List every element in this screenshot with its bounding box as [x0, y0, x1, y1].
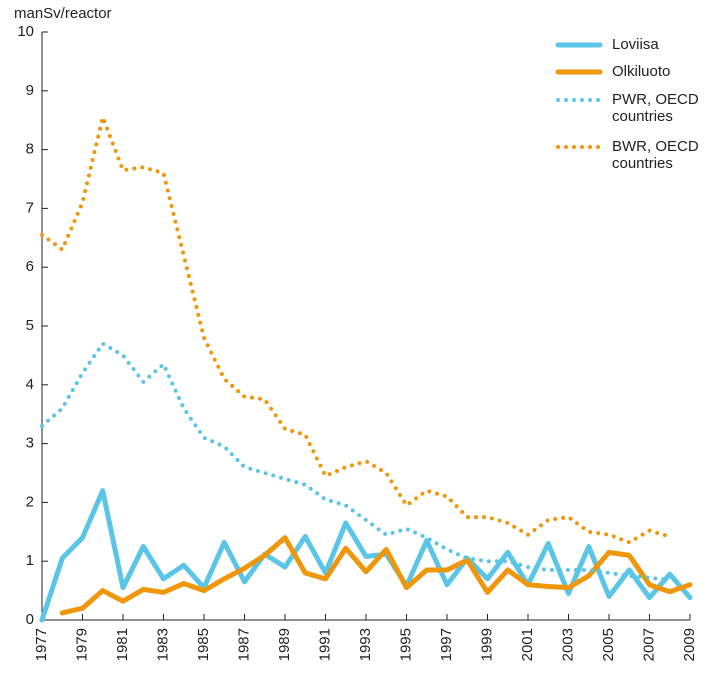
y-tick-label: 8: [26, 141, 34, 158]
line-series: [59, 535, 693, 616]
legend-label: BWR, OECD countries: [612, 138, 699, 172]
x-tick-label: 1995: [397, 628, 414, 661]
x-tick-label: 1977: [33, 628, 50, 661]
x-tick-label: 1985: [195, 628, 212, 661]
x-tick-label: 1979: [73, 628, 90, 661]
x-tick-label: 2003: [559, 628, 576, 661]
line-series: [40, 115, 672, 545]
x-tick-label: 1983: [154, 628, 171, 661]
x-tick-label: 2001: [519, 628, 536, 661]
y-tick-label: 3: [26, 435, 34, 452]
y-tick-label: 9: [26, 82, 34, 99]
y-tick-label: 10: [17, 23, 34, 40]
x-tick-label: 2007: [640, 628, 657, 661]
legend-label: Loviisa: [612, 36, 659, 53]
legend-label: Olkiluoto: [612, 63, 671, 80]
y-tick-label: 4: [26, 376, 34, 393]
y-tick-label: 1: [26, 552, 34, 569]
line-series: [39, 488, 693, 623]
legend-label: PWR, OECD countries: [612, 91, 699, 125]
x-tick-label: 2009: [681, 628, 698, 661]
x-tick-label: 1989: [276, 628, 293, 661]
x-tick-label: 1991: [316, 628, 333, 661]
x-tick-label: 2005: [600, 628, 617, 661]
y-axis-label: manSv/reactor: [14, 5, 112, 22]
x-tick-label: 1999: [478, 628, 495, 661]
x-tick-label: 1987: [235, 628, 252, 661]
x-tick-label: 1981: [114, 628, 131, 661]
x-tick-label: 1997: [438, 628, 455, 661]
y-tick-label: 7: [26, 199, 34, 216]
y-tick-label: 2: [26, 493, 34, 510]
x-tick-label: 1993: [357, 628, 374, 661]
y-tick-label: 6: [26, 258, 34, 275]
y-tick-label: 5: [26, 317, 34, 334]
y-tick-label: 0: [26, 611, 34, 628]
